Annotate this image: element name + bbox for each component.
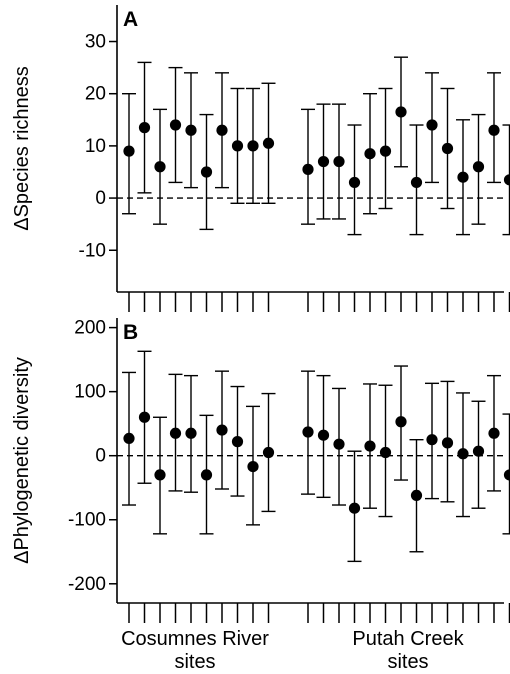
y-tick-label: -10 xyxy=(79,240,106,261)
data-point xyxy=(379,145,392,157)
data-point xyxy=(441,437,454,449)
data-point xyxy=(503,174,510,186)
data-point xyxy=(410,489,423,502)
data-point xyxy=(426,434,438,446)
panel-label: B xyxy=(123,321,138,344)
data-point xyxy=(317,155,330,168)
data-point xyxy=(472,161,485,173)
data-point xyxy=(364,148,376,160)
data-point xyxy=(472,445,485,457)
data-point xyxy=(247,460,259,473)
y-tick-label: 0 xyxy=(95,446,106,467)
data-point xyxy=(262,137,275,149)
y-tick-label: 200 xyxy=(74,318,106,339)
data-point xyxy=(333,438,345,450)
y-tick-label: 30 xyxy=(85,32,106,53)
y-tick-label: 10 xyxy=(85,136,106,157)
data-point xyxy=(138,411,151,423)
data-point xyxy=(317,429,330,441)
data-point xyxy=(169,119,182,131)
group-label-putah-line1: Putah Creek xyxy=(352,628,464,650)
data-point xyxy=(231,140,244,152)
data-point xyxy=(185,124,197,136)
data-point xyxy=(379,446,392,459)
data-point xyxy=(154,161,166,173)
x-group-labels: Cosumnes River sites Putah Creek sites xyxy=(121,628,465,673)
data-point xyxy=(395,106,407,118)
group-label-cosumnes-line1: Cosumnes River xyxy=(121,628,269,650)
data-point xyxy=(247,140,259,152)
data-point xyxy=(348,502,361,514)
data-point xyxy=(441,142,454,155)
panel-b: 200 100 0 -100 -200 ΔPhylogenetic diversity B xyxy=(11,318,510,623)
y-tick-label: 20 xyxy=(85,84,106,105)
data-point xyxy=(123,145,135,157)
y-tick-label: 0 xyxy=(95,188,106,209)
panel-label: A xyxy=(123,8,138,31)
group-label-cosumnes-line2: sites xyxy=(174,651,215,673)
data-point xyxy=(488,124,500,136)
data-point xyxy=(302,426,314,438)
data-point xyxy=(262,446,275,459)
data-point xyxy=(216,124,228,136)
data-point xyxy=(200,469,213,481)
y-tick-label: -200 xyxy=(68,574,106,595)
data-point xyxy=(123,432,135,445)
data-point xyxy=(426,119,438,131)
panel-a: 30 20 10 0 -10 ΔSpecies richness A xyxy=(11,5,510,312)
data-point xyxy=(503,469,510,481)
data-point xyxy=(457,171,469,183)
group-label-putah-line2: sites xyxy=(387,651,428,673)
data-point xyxy=(154,469,166,481)
y-tick-label: 100 xyxy=(74,382,106,403)
data-point xyxy=(169,427,182,439)
data-point xyxy=(185,427,197,439)
y-tick-label: -100 xyxy=(68,510,106,531)
data-point xyxy=(410,176,423,189)
y-axis-title: ΔSpecies richness xyxy=(11,66,33,231)
data-point xyxy=(216,424,228,436)
data-point xyxy=(364,440,376,452)
data-point xyxy=(457,448,469,460)
data-point xyxy=(138,122,151,134)
data-point xyxy=(348,176,361,189)
y-axis-title: ΔPhylogenetic diversity xyxy=(11,357,33,564)
data-point xyxy=(302,163,314,175)
data-point xyxy=(231,436,244,448)
data-point xyxy=(200,166,213,178)
data-point xyxy=(333,155,345,168)
data-point xyxy=(395,416,407,428)
data-point xyxy=(488,427,500,439)
